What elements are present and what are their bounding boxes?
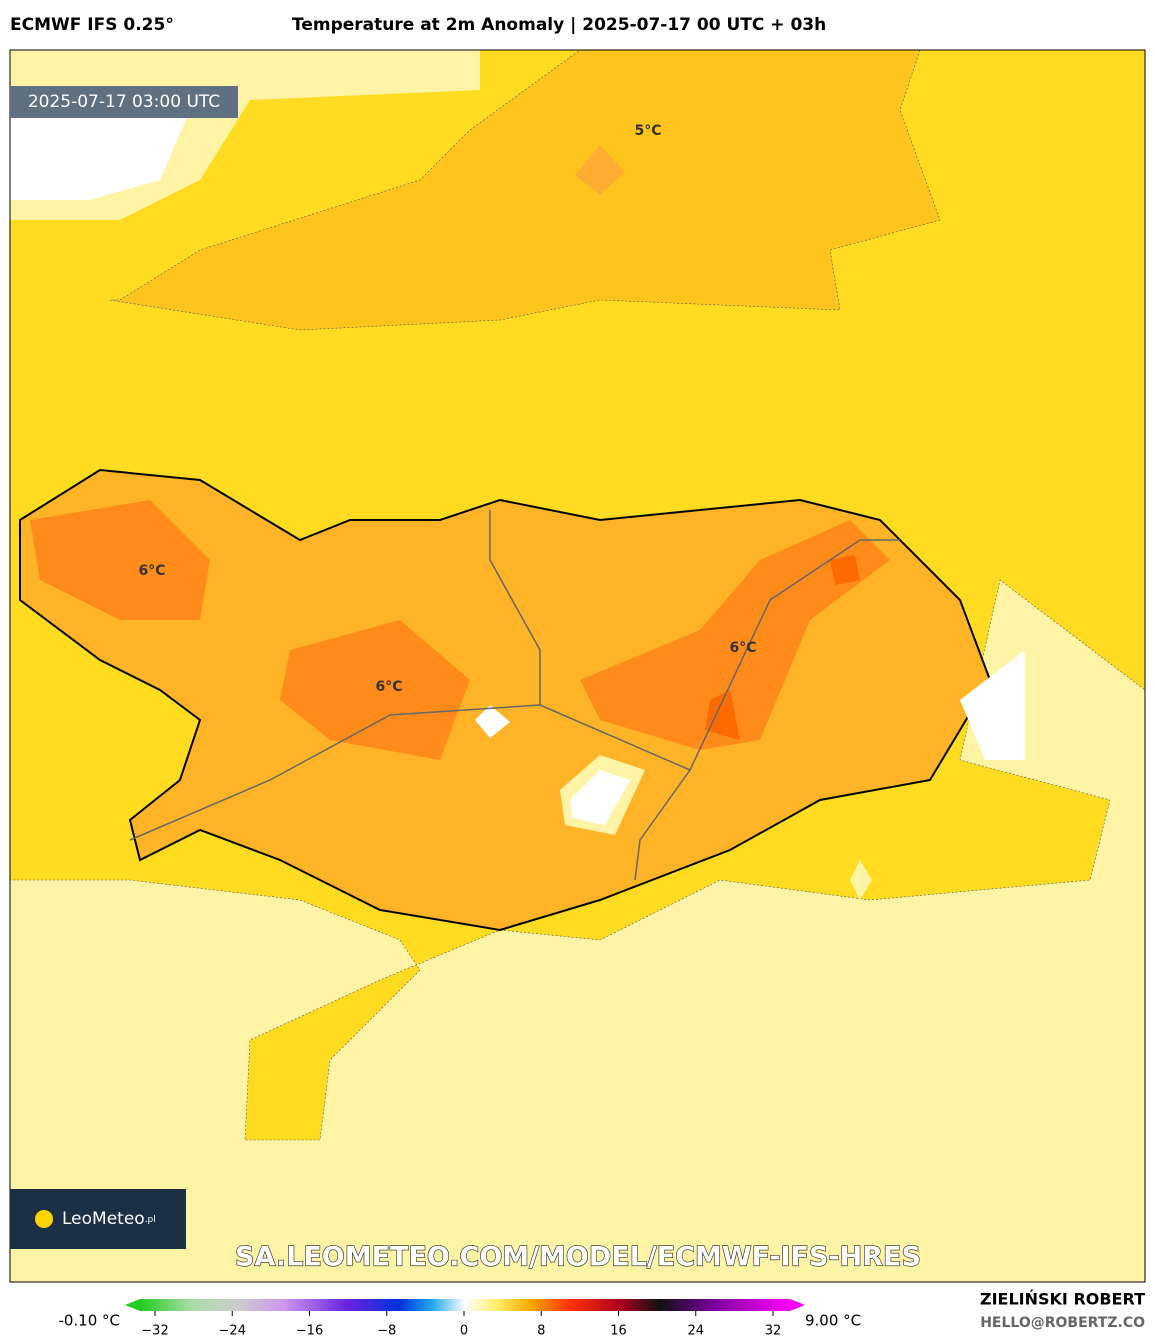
author: ZIELIŃSKI ROBERT [980,1290,1145,1309]
anomaly-zone [109,50,941,331]
anomaly-zone [580,520,890,750]
url-watermark: SA.LEOMETEO.COM/MODEL/ECMWF-IFS-HRES [235,1242,921,1273]
map-frame [9,49,1146,1283]
valid-time: 2025-07-17 03:00 UTC [28,92,220,112]
anomaly-zone [130,1100,175,1180]
logo-name: LeoMeteo [62,1209,145,1229]
contour-label: 6°C [138,563,165,579]
anomaly-zone [475,705,510,738]
colorbar-tick-label: 0 [460,1324,468,1339]
map-title: Temperature at 2m Anomaly | 2025-07-17 0… [292,15,826,35]
colorbar-max: 9.00 °C [805,1312,861,1330]
colorbar-arrow [125,1299,140,1311]
contour-label: 5°C [634,123,661,139]
colorbar [140,1299,790,1311]
logo-suffix: .pl [145,1215,156,1225]
colorbar-tick-label: −8 [377,1324,396,1339]
road [634,769,691,881]
anomaly-zone [575,145,625,195]
colorbar-tick-label: −16 [296,1324,323,1339]
map [10,50,1145,1282]
colorbar-min: -0.10 °C [58,1312,120,1330]
anomaly-zone [705,690,740,740]
colorbar-tick-label: 8 [537,1324,545,1339]
contour-label: 6°C [729,640,756,656]
logo: LeoMeteo.pl [62,1209,156,1229]
colorbar-tick-label: 32 [765,1324,782,1339]
logo-sun [35,1210,53,1228]
contour-label: 6°C [375,679,402,695]
valid-time-box [10,86,238,118]
road [539,539,900,771]
colorbar-tick-label: 24 [687,1324,704,1339]
colorbar-tick-label: −24 [219,1324,246,1339]
colorbar-arrow [790,1299,805,1311]
anomaly-zone [960,650,1025,760]
anomaly-zone [570,770,630,825]
anomaly-zone [280,620,470,760]
colorbar-tick-label: −32 [141,1324,168,1339]
model-name: ECMWF IFS 0.25° [10,15,174,35]
colorbar-ticks: −32 −24 −16 −8 0 8 16 24 32 [141,1311,781,1339]
anomaly-zone [830,555,860,585]
anomaly-zone [10,110,190,200]
colorbar-tick-label: 16 [610,1324,627,1339]
anomaly-zone [30,500,210,620]
email: HELLO@ROBERTZ.CO [980,1315,1145,1331]
anomaly-zone [850,860,872,900]
